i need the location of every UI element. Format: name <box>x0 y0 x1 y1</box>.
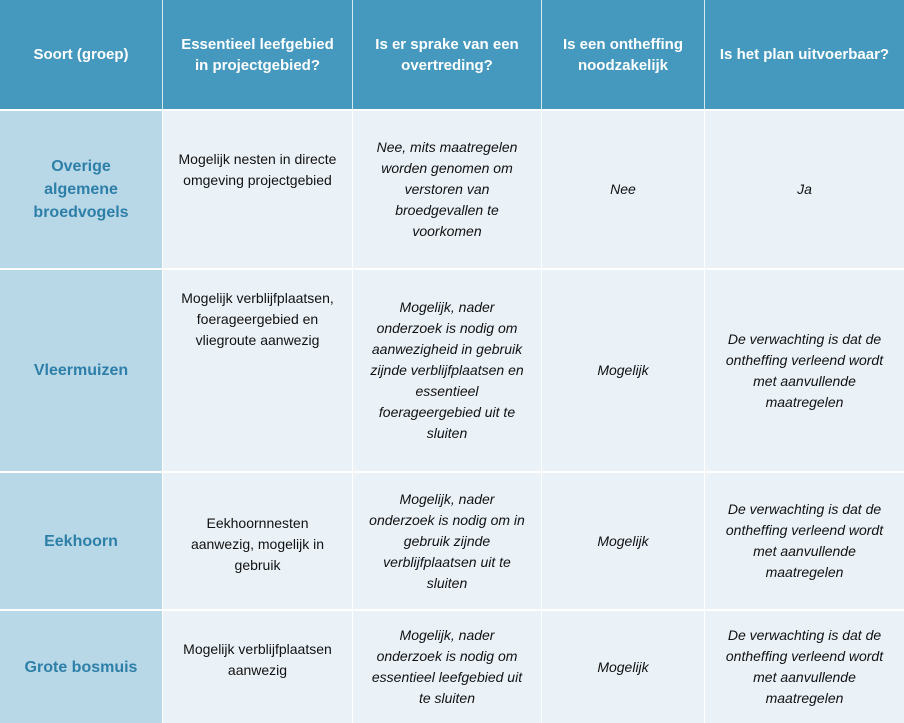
table-row: Overige algemene broedvogels Mogelijk ne… <box>0 109 904 268</box>
header-species-group: Soort (groep) <box>0 0 163 109</box>
habitat-cell: Mogelijk verblijfplaatsen aanwezig <box>163 609 353 723</box>
table-row: Vleermuizen Mogelijk verblijfplaatsen, f… <box>0 268 904 471</box>
species-cell: Vleermuizen <box>0 268 163 471</box>
habitat-cell: Eekhoornnesten aanwezig, mogelijk in geb… <box>163 471 353 609</box>
header-essential-habitat: Essentieel leefgebied in projectgebied? <box>163 0 353 109</box>
table-body: Overige algemene broedvogels Mogelijk ne… <box>0 109 904 723</box>
species-cell: Grote bosmuis <box>0 609 163 723</box>
header-violation: Is er sprake van een overtreding? <box>353 0 542 109</box>
feasible-cell: De verwachting is dat de ontheffing verl… <box>705 268 904 471</box>
exemption-cell: Mogelijk <box>542 471 705 609</box>
table-row: Grote bosmuis Mogelijk verblijfplaatsen … <box>0 609 904 723</box>
species-cell: Overige algemene broedvogels <box>0 109 163 268</box>
header-row: Soort (groep) Essentieel leefgebied in p… <box>0 0 904 109</box>
table-row: Eekhoorn Eekhoornnesten aanwezig, mogeli… <box>0 471 904 609</box>
feasible-cell: De verwachting is dat de ontheffing verl… <box>705 471 904 609</box>
feasible-cell: De verwachting is dat de ontheffing verl… <box>705 609 904 723</box>
violation-cell: Mogelijk, nader onderzoek is nodig om es… <box>353 609 542 723</box>
habitat-cell: Mogelijk verblijfplaatsen, foerageergebi… <box>163 268 353 471</box>
habitat-cell: Mogelijk nesten in directe omgeving proj… <box>163 109 353 268</box>
exemption-cell: Mogelijk <box>542 268 705 471</box>
header-exemption-needed: Is een ontheffing noodzakelijk <box>542 0 705 109</box>
violation-cell: Mogelijk, nader onderzoek is nodig om in… <box>353 471 542 609</box>
exemption-cell: Mogelijk <box>542 609 705 723</box>
feasible-cell: Ja <box>705 109 904 268</box>
species-cell: Eekhoorn <box>0 471 163 609</box>
violation-cell: Mogelijk, nader onderzoek is nodig om aa… <box>353 268 542 471</box>
table-header: Soort (groep) Essentieel leefgebied in p… <box>0 0 904 109</box>
exemption-cell: Nee <box>542 109 705 268</box>
violation-cell: Nee, mits maatregelen worden genomen om … <box>353 109 542 268</box>
header-plan-feasible: Is het plan uitvoerbaar? <box>705 0 904 109</box>
